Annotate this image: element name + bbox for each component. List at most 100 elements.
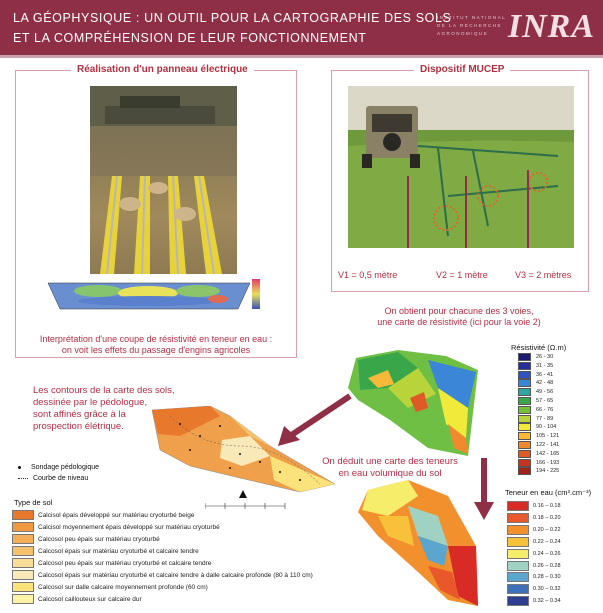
v2-label: V2 = 1 mètre [436,270,488,280]
intro-line: On obtient pour chacune des 3 voies, [384,306,534,316]
legend-swatch [518,388,531,397]
legend-swatch [12,582,34,592]
legend-label: 90 - 104 [536,424,557,431]
soil-legend-title: Type de sol [14,498,53,507]
legend-label: 66 - 76 [536,406,554,413]
legend-swatch [507,548,529,559]
legend-label: 0.24 – 0.26 [533,550,561,557]
dot-icon [18,465,21,469]
legend-item: 194 - 225 [518,467,560,476]
legend-swatch [518,423,531,432]
legend-label: Calcosol peu épais sur matériau cryoturb… [38,559,212,567]
panel-mucep-title: Dispositif MUCEP [414,64,511,75]
legend-label: 122 - 141 [536,442,560,448]
legend-item: 26 - 30 [518,353,553,361]
legend-courbe-label: Courbe de niveau [32,475,89,482]
logo-subtitle: AGRONOMIQUE [437,31,489,36]
legend-label: 26 - 30 [536,354,554,360]
legend-item: Calcisol moyennement épais développé sur… [12,522,220,532]
legend-swatch [507,501,529,511]
legend-swatch [518,353,531,361]
text-line: Les contours de la carte des sols, [33,385,175,396]
legend-item: Calcosol sur dalle calcaire moyennement … [12,582,208,592]
inra-logo: INRA [507,8,595,45]
legend-label: 0.20 – 0.22 [533,526,561,533]
legend-label: 0.16 – 0.18 [533,503,561,509]
legend-item: 166 - 193 [518,458,559,467]
legend-item: 142 - 165 [518,449,560,458]
legend-courbe: Courbe de niveau [18,475,88,482]
water-content-map [348,476,488,608]
legend-swatch [507,560,529,571]
legend-label: Calcisol épais développé sur matériau cr… [38,511,195,519]
legend-swatch [518,370,531,379]
legend-label: 36 - 41 [536,371,554,378]
legend-swatch [518,361,531,370]
arrow-to-water-map [474,458,494,520]
header-title-line2: ET LA COMPRÉHENSION DE LEUR FONCTIONNEME… [13,31,367,45]
legend-swatch [518,441,531,449]
resistivity-intro: On obtient pour chacune des 3 voies, une… [330,306,588,328]
legend-label: 0.26 – 0.28 [533,562,561,569]
caption-line: on voit les effets du passage d'engins a… [61,345,251,355]
resistivity-legend-title: Résistivité (Ω.m) [511,343,567,352]
legend-label: 49 - 56 [536,389,554,396]
legend-swatch [518,405,531,414]
panel-electrical-title: Réalisation d'un panneau électrique [71,64,254,75]
header-title-line1: LA GÉOPHYSIQUE : UN OUTIL POUR LA CARTOG… [13,11,452,25]
v1-label: V1 = 0,5 mètre [338,270,398,280]
legend-swatch [12,510,34,520]
legend-swatch [507,512,529,523]
legend-label: 0.18 – 0.20 [533,514,561,521]
text-line: dessinée par le pédologue, [33,397,148,408]
legend-swatch [12,534,34,544]
legend-item: 66 - 76 [518,405,554,414]
legend-label: 194 - 225 [536,468,560,475]
legend-item: 0.28 – 0.30 [507,572,561,583]
legend-item: 49 - 56 [518,388,554,397]
scale-bar: N [204,490,290,512]
legend-swatch [12,546,34,556]
legend-label: 0.22 – 0.24 [533,538,561,545]
legend-item: 0.30 – 0.32 [507,584,561,595]
legend-item: 0.20 – 0.22 [507,524,561,535]
legend-label: 0.28 – 0.30 [533,574,561,581]
logo-subtitle: INSTITUT NATIONAL [437,15,507,20]
legend-label: 0.32 – 0.34 [533,598,561,605]
legend-item: Calcosol peu épais sur matériau cryoturb… [12,534,160,544]
legend-swatch [518,449,531,458]
legend-item: Calcisol épais développé sur matériau cr… [12,510,194,520]
legend-item: 0.18 – 0.20 [507,512,561,523]
legend-sondage: Sondage pédologique [18,464,99,471]
legend-item: 36 - 41 [518,370,554,379]
legend-sondage-label: Sondage pédologique [30,464,100,471]
legend-label: Calcosol épais sur matériau cryoturbé et… [38,571,313,579]
legend-label: Calcosol épais sur matériau cryoturbé et… [38,547,199,555]
legend-item: Calcosol épais sur matériau cryoturbé et… [12,570,313,580]
legend-item: 0.24 – 0.26 [507,548,561,559]
water-map-intro: On déduit une carte des teneurs en eau v… [300,456,480,480]
legend-item: 31 - 35 [518,361,554,370]
legend-item: 0.26 – 0.28 [507,560,561,571]
legend-label: 31 - 35 [536,362,554,369]
legend-label: 142 - 165 [536,450,560,457]
legend-label: Calcosol caillouteux sur calcaire dur [38,595,142,603]
legend-label: Calcosol peu épais sur matériau cryoturb… [38,535,160,543]
legend-swatch [518,432,531,441]
legend-label: Calcosol sur dalle calcaire moyennement … [38,583,208,591]
mucep-photo [348,86,574,248]
legend-swatch [518,458,531,467]
legend-swatch [507,596,529,607]
legend-swatch [12,522,34,532]
legend-swatch [12,570,34,580]
text-line: On déduit une carte des teneurs [322,456,458,467]
legend-swatch [518,467,531,476]
water-legend-title: Teneur en eau (cm³.cm⁻³) [505,488,592,497]
legend-swatch [518,397,531,405]
text-line: prospection élétrique. [33,421,124,432]
caption-line: Interprétation d'une coupe de résistivit… [39,334,273,344]
legend-item: 0.32 – 0.34 [507,596,561,607]
logo-subtitle: DE LA RECHERCHE [437,23,503,28]
legend-swatch [507,524,529,535]
legend-item: Calcosol caillouteux sur calcaire dur [12,594,142,604]
